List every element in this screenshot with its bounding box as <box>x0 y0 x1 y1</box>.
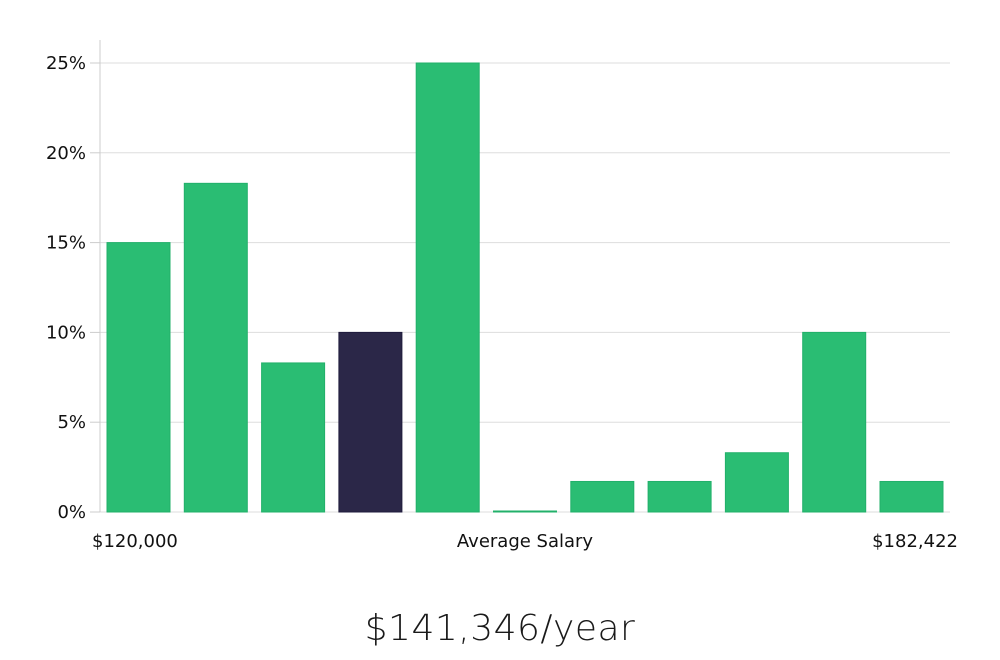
average-salary-value: $141,346/year <box>364 608 636 649</box>
x-min-label: $120,000 <box>92 531 178 552</box>
y-tick-label: 25% <box>46 53 86 74</box>
x-max-label: $182,422 <box>872 531 958 552</box>
x-center-label: Average Salary <box>457 531 594 552</box>
bar <box>879 480 944 513</box>
bars <box>106 62 944 513</box>
bar-highlighted <box>338 331 403 513</box>
bar <box>493 510 557 513</box>
bar <box>802 331 867 513</box>
y-tick-label: 10% <box>46 322 86 343</box>
y-tick-label: 5% <box>57 412 86 433</box>
bar <box>183 182 248 513</box>
bar <box>106 242 171 513</box>
y-tick-label: 15% <box>46 233 86 254</box>
salary-histogram: 0% 5% 10% 15% 20% 25% $120,000 Average Salary… <box>46 40 958 552</box>
bar <box>415 62 480 513</box>
bar <box>724 452 789 513</box>
y-axis-ticks: 0% 5% 10% 15% 20% 25% <box>46 53 100 523</box>
bar <box>570 480 635 513</box>
bar <box>261 362 326 513</box>
bar <box>647 480 712 513</box>
y-tick-label: 20% <box>46 143 86 164</box>
y-tick-label: 0% <box>57 502 86 523</box>
